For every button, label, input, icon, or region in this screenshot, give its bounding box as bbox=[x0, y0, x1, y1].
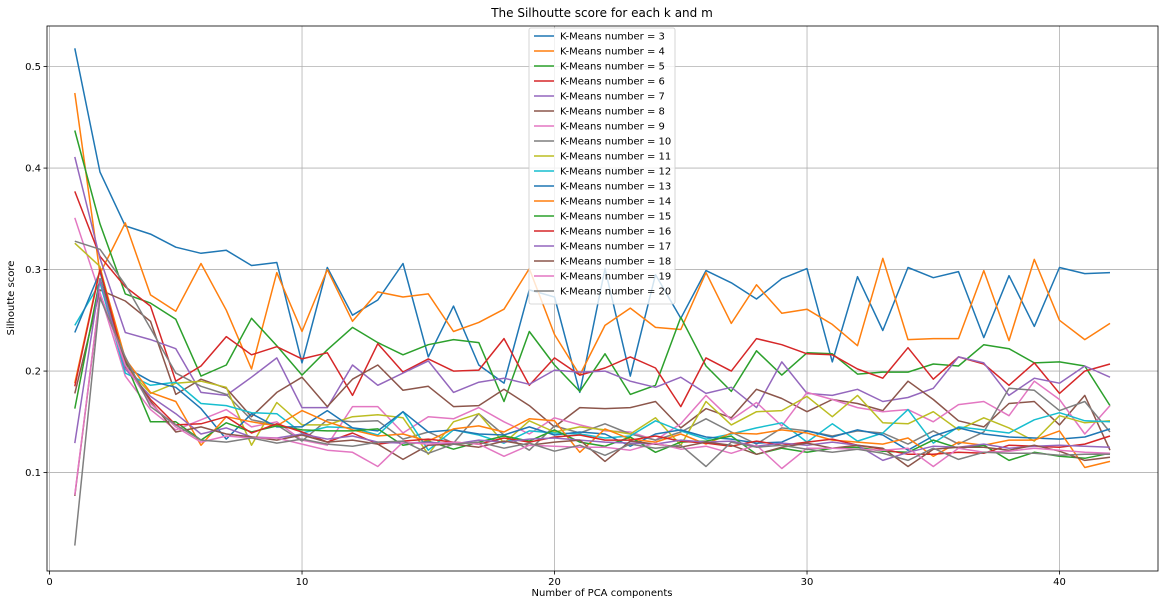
y-tick-label: 0.4 bbox=[25, 164, 41, 175]
legend-entry: K-Means number = 10 bbox=[560, 137, 671, 148]
series-lines bbox=[74, 48, 1111, 546]
legend-entry: K-Means number = 4 bbox=[560, 47, 665, 58]
series-line-14 bbox=[74, 268, 1111, 456]
series-line-1 bbox=[74, 48, 1111, 394]
legend-entry: K-Means number = 6 bbox=[560, 77, 665, 88]
legend-entry: K-Means number = 5 bbox=[560, 62, 665, 73]
legend-entry: K-Means number = 12 bbox=[560, 167, 671, 178]
x-tick-label: 20 bbox=[548, 577, 561, 588]
axis-ticks: 0 10 20 30 40 0.1 0.2 0.3 0.4 0.5 bbox=[25, 62, 1066, 588]
series-line-3 bbox=[74, 130, 1111, 407]
legend-entry: K-Means number = 15 bbox=[560, 212, 671, 223]
legend-entry: K-Means number = 19 bbox=[560, 272, 671, 283]
legend-entry: K-Means number = 3 bbox=[560, 32, 665, 43]
series-line-18 bbox=[74, 297, 1110, 546]
series-line-10 bbox=[74, 282, 1111, 451]
legend-entry: K-Means number = 13 bbox=[560, 182, 671, 193]
series-line-5 bbox=[74, 156, 1111, 409]
series-line-11 bbox=[74, 270, 1111, 451]
legend-entry: K-Means number = 14 bbox=[560, 197, 671, 208]
y-tick-label: 0.5 bbox=[25, 62, 41, 73]
y-axis-label: Silhoutte score bbox=[6, 261, 17, 336]
legend-entry: K-Means number = 9 bbox=[560, 122, 665, 133]
plot-frame bbox=[46, 25, 1159, 572]
series-line-17 bbox=[74, 292, 1111, 495]
y-tick-label: 0.1 bbox=[25, 468, 41, 479]
x-tick-label: 30 bbox=[801, 577, 814, 588]
legend-entry: K-Means number = 17 bbox=[560, 242, 671, 253]
legend-entry: K-Means number = 11 bbox=[560, 152, 671, 163]
legend-entry: K-Means number = 7 bbox=[560, 92, 665, 103]
legend: K-Means number = 3 K-Means number = 4 K-Me… bbox=[528, 27, 676, 305]
y-tick-label: 0.3 bbox=[25, 265, 41, 276]
x-tick-label: 40 bbox=[1053, 577, 1066, 588]
y-tick-label: 0.2 bbox=[25, 367, 41, 378]
series-line-2 bbox=[74, 92, 1111, 376]
legend-entry: K-Means number = 8 bbox=[560, 107, 665, 118]
legend-entry: K-Means number = 18 bbox=[560, 257, 671, 268]
x-tick-label: 10 bbox=[296, 577, 309, 588]
x-tick-label: 0 bbox=[46, 577, 52, 588]
legend-entry: K-Means number = 20 bbox=[560, 287, 671, 298]
chart-title: The Silhoutte score for each k and m bbox=[490, 6, 713, 20]
legend-box bbox=[528, 27, 676, 305]
series-line-15 bbox=[74, 278, 1111, 462]
x-axis-label: Number of PCA components bbox=[532, 588, 673, 599]
legend-entry: K-Means number = 16 bbox=[560, 227, 671, 238]
